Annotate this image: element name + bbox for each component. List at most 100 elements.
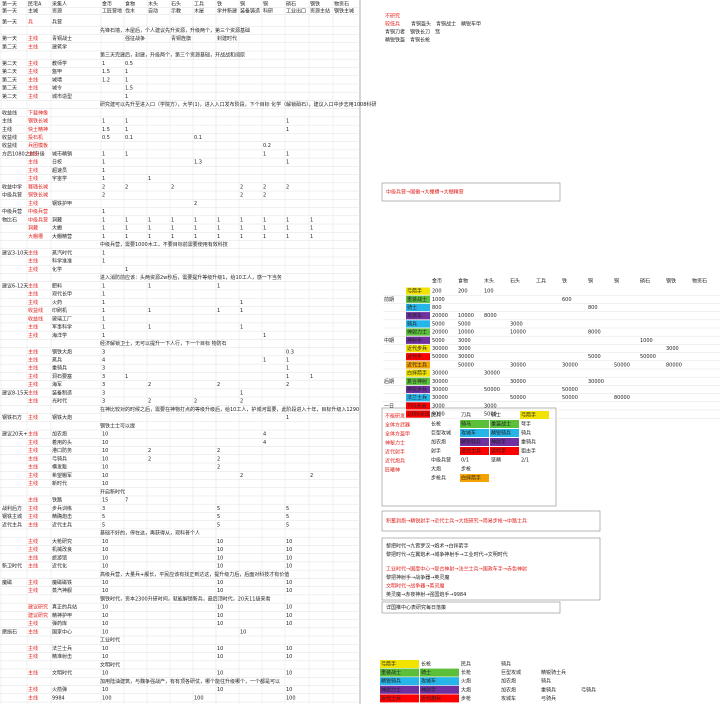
cell: 主线 (28, 76, 38, 83)
cell: 10 (102, 687, 108, 693)
cell: 2 (148, 456, 151, 462)
unit-cell (406, 385, 430, 394)
cell: 弓骑兵 (52, 455, 67, 462)
cell: 1 (286, 151, 289, 157)
bottom-cell (420, 694, 459, 703)
cell: 2 (148, 399, 151, 405)
cell: 大棚槽 (28, 233, 43, 240)
bottom-text: 长枪 (421, 661, 431, 668)
note-row: 文明时代 (100, 661, 120, 668)
cost-value: 30000 (432, 346, 448, 352)
chain-text: 中级兵营→国徽→大棚槽→大棚精营 (386, 189, 464, 196)
cell: 收益线 (28, 315, 43, 322)
cell: 精神护甲 (52, 612, 72, 619)
cell: 1 (102, 316, 105, 322)
grid-text: 加农炮 (431, 439, 446, 446)
unit-cell (406, 328, 430, 336)
cell: 钢铁大炮 (52, 348, 72, 355)
cell: 10 (217, 687, 223, 693)
cell: 1.5 (125, 86, 133, 92)
header-cell: 铁 (217, 1, 222, 8)
cell: 现代长甲 (52, 291, 72, 298)
bottom-text: 近代炮兵 (421, 695, 441, 702)
grid-text: 大炮 (431, 466, 441, 473)
grid-text: 骑马 (461, 421, 471, 428)
note-row: 第三天完建后，封建，升级两个，第三个资源基础，开战战和阔原 (100, 52, 245, 59)
cell: 10 (286, 654, 292, 660)
cell: 超速员 (52, 167, 67, 174)
cell: 第一天 (2, 19, 17, 26)
cell: 10 (102, 547, 108, 553)
cost-header: 木头 (484, 278, 494, 285)
note-row: 中级兵营，需要1000木工，不要目标前需要使用有效科技 (100, 241, 228, 248)
cell: 近代主兵 (52, 521, 72, 528)
unit-cell (406, 287, 430, 295)
bottom-cell (380, 668, 419, 677)
grid-text: 坚精 (491, 457, 501, 464)
cell: 3 (102, 382, 105, 388)
cell: 1 (125, 234, 128, 240)
unit-cell (406, 369, 430, 377)
cell: 10 (217, 539, 223, 545)
cell: 铁路 (52, 497, 62, 504)
cell: 10 (102, 588, 108, 594)
cell: 战利后方 (2, 505, 22, 512)
cell: 1 (217, 308, 220, 314)
header-cell: 学并新建 (217, 8, 237, 15)
cell: 1 (310, 234, 313, 240)
cell: 主线 (28, 620, 38, 627)
cell: 0.2 (263, 143, 271, 149)
cell: 1 (148, 176, 151, 182)
cell: 投石机 (28, 134, 43, 141)
note-row: 先锋石墙，木屋后，个人建议先升资源，升级两个，第三个资源基础 (100, 27, 250, 34)
unit-label: 精锐步兵 (407, 386, 427, 393)
cost-header: 硝石 (640, 278, 650, 285)
cost-value: 20000 (432, 313, 448, 319)
cell: 主线 (2, 126, 12, 133)
note-row: 加用陆油建筑，与魏争强战产，有有顶各研仗，哪个能往升级哪个，一个都是可以 (100, 678, 280, 685)
header-cell: 主城 (28, 8, 38, 15)
cost-value: 3000 (458, 346, 471, 352)
cost-value: 3000 (432, 403, 445, 409)
unit-label: 近代士兵 (407, 361, 427, 368)
cell: 主线 (28, 249, 38, 256)
cost-value: 200 (458, 289, 468, 295)
chain-text: 积蓄到炮→精锐射手→近代士兵→大炮研究→简易步枪→中路士兵 (386, 518, 527, 525)
cell: 重骑兵 (52, 365, 67, 372)
grid-text: 狙击手 (521, 448, 536, 455)
cost-header: 铁 (562, 278, 567, 285)
cell: 主线 (28, 258, 38, 265)
cell: 4 (102, 358, 105, 364)
cell: 钢铁大炮 (52, 414, 72, 421)
cell: 港口防务 (52, 447, 72, 454)
cell: 2 (286, 382, 289, 388)
cost-value: 10000 (458, 330, 474, 336)
cell: 5 (286, 522, 289, 528)
cell: 主线 (2, 118, 12, 125)
bottom-text: 加农炮 (501, 678, 516, 685)
bottom-cell (380, 694, 419, 703)
cell: 1 (148, 325, 151, 331)
cell: 2 (194, 201, 197, 207)
note-line: 青铜盔头 青铜战士 精锐车甲 (411, 21, 481, 28)
cell: 主线 (28, 389, 38, 396)
cell: 中级兵营 (28, 216, 48, 223)
cell: 主线 (28, 60, 38, 67)
cost-value: 5000 (432, 338, 445, 344)
cell: 1 (102, 209, 105, 215)
path-box (381, 537, 601, 601)
cell: 城市精销 (52, 150, 72, 157)
cell: 主线 (28, 431, 38, 438)
cell: 主线 (28, 521, 38, 528)
cell: 主线 (28, 472, 38, 479)
cell: 宇宙学 (52, 175, 67, 182)
cell: 1 (102, 160, 105, 166)
cell: 第二天 (2, 60, 17, 67)
note-row: 在神比较对的时候之后，需要在神物打点的等级升级后，给10工人，护城河需要，此阶段… (100, 406, 359, 413)
cell: 建筑学 (52, 43, 67, 50)
cell: 建议研究 (28, 604, 48, 611)
cost-value: 800 (432, 305, 442, 311)
note-row: 经济解锁卫士，无可以提升一下人行，下一个目标 物防石 (100, 340, 227, 347)
cell: 肥料 (52, 282, 62, 289)
